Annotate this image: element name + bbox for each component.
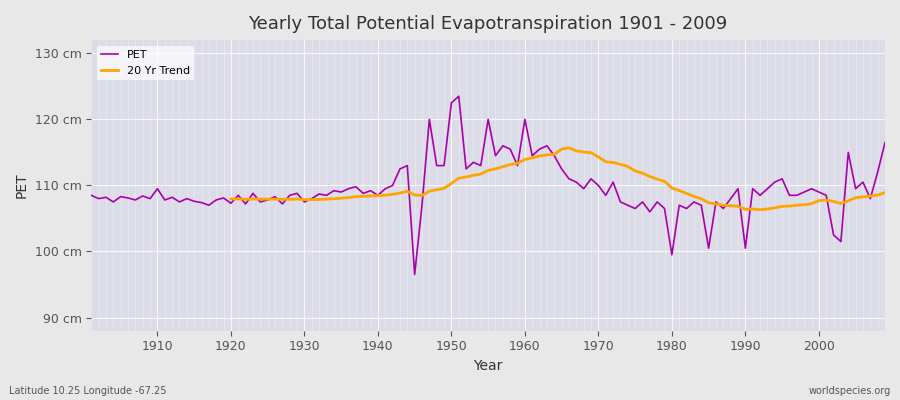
20 Yr Trend — [799, 202, 810, 207]
20 Yr Trend — [226, 196, 237, 201]
PET — [623, 203, 634, 208]
Legend: PET, 20 Yr Trend: PET, 20 Yr Trend — [97, 46, 194, 80]
PET — [879, 140, 890, 145]
20 Yr Trend — [865, 194, 876, 199]
PET — [145, 196, 156, 201]
Line: 20 Yr Trend: 20 Yr Trend — [231, 148, 885, 210]
20 Yr Trend — [424, 189, 435, 194]
Line: PET: PET — [91, 96, 885, 274]
Text: worldspecies.org: worldspecies.org — [809, 386, 891, 396]
PET — [306, 196, 317, 201]
PET — [454, 94, 464, 99]
X-axis label: Year: Year — [473, 359, 503, 373]
20 Yr Trend — [563, 145, 574, 150]
PET — [410, 272, 420, 277]
Title: Yearly Total Potential Evapotranspiration 1901 - 2009: Yearly Total Potential Evapotranspiratio… — [248, 15, 728, 33]
PET — [350, 184, 361, 189]
Y-axis label: PET: PET — [15, 173, 29, 198]
20 Yr Trend — [784, 204, 795, 208]
Text: Latitude 10.25 Longitude -67.25: Latitude 10.25 Longitude -67.25 — [9, 386, 166, 396]
PET — [86, 193, 96, 198]
20 Yr Trend — [755, 207, 766, 212]
20 Yr Trend — [688, 194, 699, 199]
20 Yr Trend — [879, 190, 890, 195]
PET — [526, 153, 537, 158]
20 Yr Trend — [314, 197, 325, 202]
PET — [535, 147, 545, 152]
